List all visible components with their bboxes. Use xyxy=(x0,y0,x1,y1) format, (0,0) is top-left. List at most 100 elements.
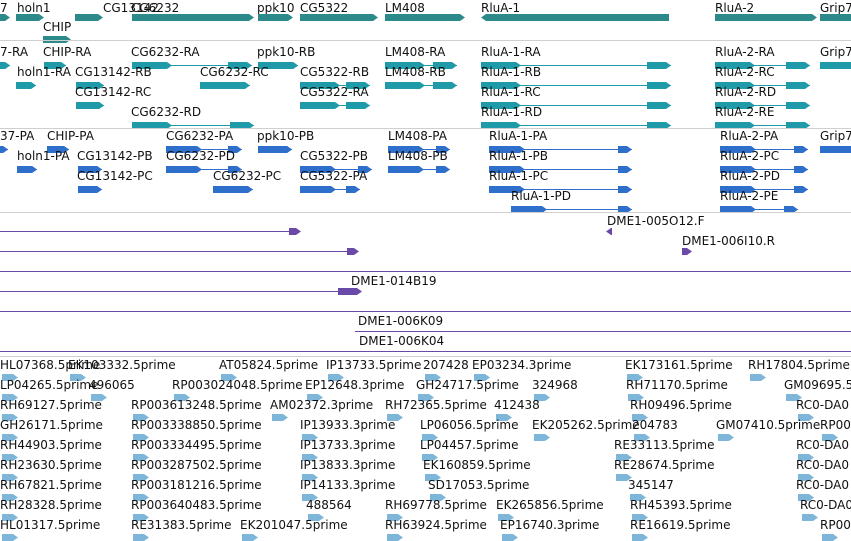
protein-segment[interactable] xyxy=(436,166,450,173)
est-feature[interactable] xyxy=(133,414,149,421)
mrna-exon[interactable] xyxy=(433,82,457,89)
est-feature[interactable] xyxy=(133,494,149,501)
protein-intron-line[interactable] xyxy=(489,189,632,190)
mrna-exon[interactable] xyxy=(786,122,810,129)
protein-segment[interactable] xyxy=(436,146,450,153)
est-feature[interactable] xyxy=(798,414,814,421)
clone-line[interactable] xyxy=(0,251,358,252)
est-feature[interactable] xyxy=(308,514,324,521)
gene-feature[interactable] xyxy=(385,14,465,21)
protein-segment[interactable] xyxy=(720,206,756,213)
protein-segment[interactable] xyxy=(88,166,102,173)
protein-segment[interactable] xyxy=(228,146,242,153)
est-feature[interactable] xyxy=(387,534,403,541)
est-feature[interactable] xyxy=(2,414,18,421)
protein-segment[interactable] xyxy=(0,146,8,153)
est-feature[interactable] xyxy=(133,434,149,441)
mrna-exon[interactable] xyxy=(274,62,298,69)
mrna-exon[interactable] xyxy=(80,82,104,89)
protein-segment[interactable] xyxy=(618,166,632,173)
protein-segment[interactable] xyxy=(258,146,292,153)
est-feature[interactable] xyxy=(302,434,318,441)
protein-segment[interactable] xyxy=(388,166,424,173)
est-feature[interactable] xyxy=(632,414,648,421)
est-feature[interactable] xyxy=(242,534,258,541)
mrna-exon[interactable] xyxy=(385,82,425,89)
est-feature[interactable] xyxy=(91,394,107,401)
est-feature[interactable] xyxy=(628,394,644,401)
protein-intron-line[interactable] xyxy=(720,209,798,210)
est-feature[interactable] xyxy=(798,454,814,461)
protein-segment[interactable] xyxy=(794,146,808,153)
mrna-exon[interactable] xyxy=(300,102,340,109)
est-feature[interactable] xyxy=(2,534,18,541)
est-feature[interactable] xyxy=(616,474,632,481)
est-feature[interactable] xyxy=(302,474,318,481)
clone-line[interactable] xyxy=(0,351,851,352)
mrna-exon[interactable] xyxy=(433,62,457,69)
est-feature[interactable] xyxy=(272,414,288,421)
protein-segment[interactable] xyxy=(618,146,632,153)
est-feature[interactable] xyxy=(70,374,86,381)
gene-feature[interactable] xyxy=(258,14,293,21)
protein-segment[interactable] xyxy=(166,166,202,173)
est-feature[interactable] xyxy=(822,434,838,441)
protein-intron-line[interactable] xyxy=(720,189,808,190)
mrna-exon[interactable] xyxy=(820,62,851,69)
clone-end-marker[interactable] xyxy=(289,228,301,235)
est-feature[interactable] xyxy=(498,514,514,521)
mrna-exon[interactable] xyxy=(346,82,370,89)
mrna-intron-line[interactable] xyxy=(481,105,671,106)
est-feature[interactable] xyxy=(307,394,323,401)
gene-feature[interactable] xyxy=(43,36,71,43)
clone-end-marker[interactable] xyxy=(347,248,359,255)
est-feature[interactable] xyxy=(430,494,446,501)
mrna-exon[interactable] xyxy=(228,62,252,69)
mrna-exon[interactable] xyxy=(715,62,755,69)
est-feature[interactable] xyxy=(798,494,814,501)
est-feature[interactable] xyxy=(2,374,18,381)
clone-line[interactable] xyxy=(0,291,360,292)
mrna-exon[interactable] xyxy=(836,62,851,69)
gene-feature[interactable] xyxy=(820,14,851,21)
mrna-exon[interactable] xyxy=(647,102,671,109)
gene-feature[interactable] xyxy=(132,14,254,21)
mrna-exon[interactable] xyxy=(786,62,810,69)
mrna-exon[interactable] xyxy=(80,102,104,109)
mrna-exon[interactable] xyxy=(786,102,810,109)
protein-segment[interactable] xyxy=(300,186,336,193)
protein-segment[interactable] xyxy=(720,146,756,153)
est-feature[interactable] xyxy=(2,514,18,521)
gene-feature[interactable] xyxy=(481,14,669,21)
clone-line[interactable] xyxy=(0,311,851,312)
est-feature[interactable] xyxy=(133,534,149,541)
est-feature[interactable] xyxy=(627,374,643,381)
protein-segment[interactable] xyxy=(166,146,202,153)
est-feature[interactable] xyxy=(2,474,18,481)
protein-segment[interactable] xyxy=(511,206,547,213)
mrna-exon[interactable] xyxy=(385,62,425,69)
clone-end-marker[interactable] xyxy=(338,288,362,295)
clone-end-marker[interactable] xyxy=(682,248,692,255)
mrna-intron-line[interactable] xyxy=(715,105,810,106)
clone-line[interactable] xyxy=(0,231,300,232)
protein-intron-line[interactable] xyxy=(166,169,242,170)
protein-segment[interactable] xyxy=(489,186,525,193)
protein-segment[interactable] xyxy=(23,166,37,173)
est-feature[interactable] xyxy=(786,394,802,401)
protein-intron-line[interactable] xyxy=(166,149,242,150)
est-feature[interactable] xyxy=(2,494,18,501)
mrna-exon[interactable] xyxy=(481,122,521,129)
protein-segment[interactable] xyxy=(213,186,249,193)
est-feature[interactable] xyxy=(750,374,766,381)
est-feature[interactable] xyxy=(302,454,318,461)
protein-segment[interactable] xyxy=(489,166,525,173)
protein-segment[interactable] xyxy=(618,206,632,213)
mrna-intron-line[interactable] xyxy=(481,125,671,126)
est-feature[interactable] xyxy=(422,454,438,461)
protein-segment[interactable] xyxy=(489,146,525,153)
mrna-intron-line[interactable] xyxy=(481,65,671,66)
est-feature[interactable] xyxy=(174,394,190,401)
mrna-exon[interactable] xyxy=(200,82,240,89)
